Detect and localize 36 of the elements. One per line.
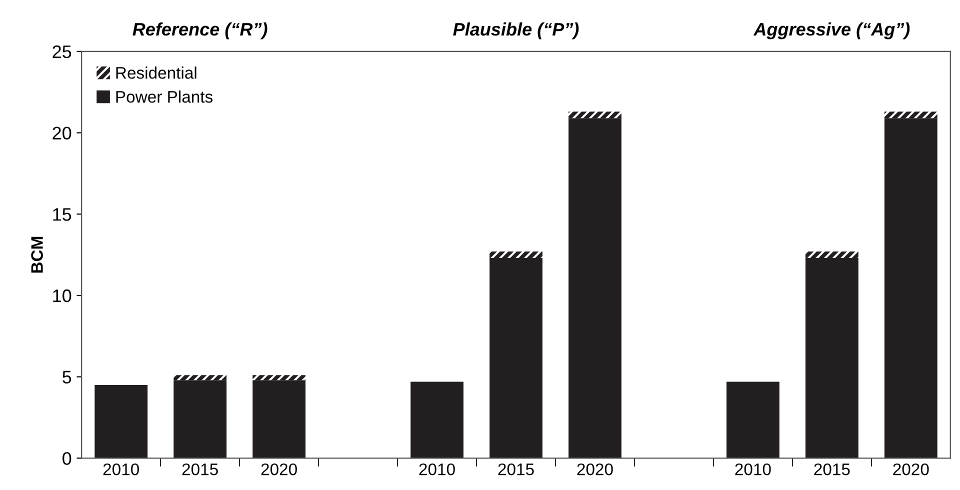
x-tick-label: 2010 <box>735 463 771 476</box>
bar <box>490 252 542 258</box>
x-tick-label: 2010 <box>103 463 139 476</box>
bar <box>490 258 542 458</box>
y-axis-title: BCM <box>31 236 43 273</box>
bar <box>884 112 938 118</box>
x-tick-label: 2020 <box>893 463 929 476</box>
y-tick-label: 0 <box>62 452 72 465</box>
text: Reference (“R”) <box>132 22 268 40</box>
text: Aggressive (“Ag”) <box>753 22 910 40</box>
y-tick-label: 5 <box>62 370 72 384</box>
legend-label: Power Plants <box>116 90 213 103</box>
bar <box>174 375 227 380</box>
y-tick-label: 10 <box>53 289 72 302</box>
legend-label: Residential <box>116 66 196 79</box>
bar <box>805 258 858 458</box>
bar <box>568 118 622 458</box>
text: Plausible (“P”) <box>453 22 579 40</box>
y-tick-label: 25 <box>52 45 72 58</box>
bar <box>252 380 306 458</box>
x-tick-label: 2020 <box>261 463 297 476</box>
bar <box>805 252 858 258</box>
y-tick-label: 20 <box>52 126 72 140</box>
x-tick-label: 2020 <box>577 463 613 476</box>
x-tick-label: 2015 <box>498 463 534 476</box>
bar <box>726 382 780 458</box>
bar <box>94 384 148 458</box>
bar <box>174 380 227 458</box>
x-tick-label: 2015 <box>814 463 850 476</box>
x-tick-label: 2010 <box>419 463 455 476</box>
bar <box>410 382 464 458</box>
bar <box>252 375 306 380</box>
bar <box>568 112 622 118</box>
y-tick-label: 15 <box>53 208 72 221</box>
x-tick-label: 2015 <box>182 463 218 476</box>
bar <box>884 118 938 458</box>
